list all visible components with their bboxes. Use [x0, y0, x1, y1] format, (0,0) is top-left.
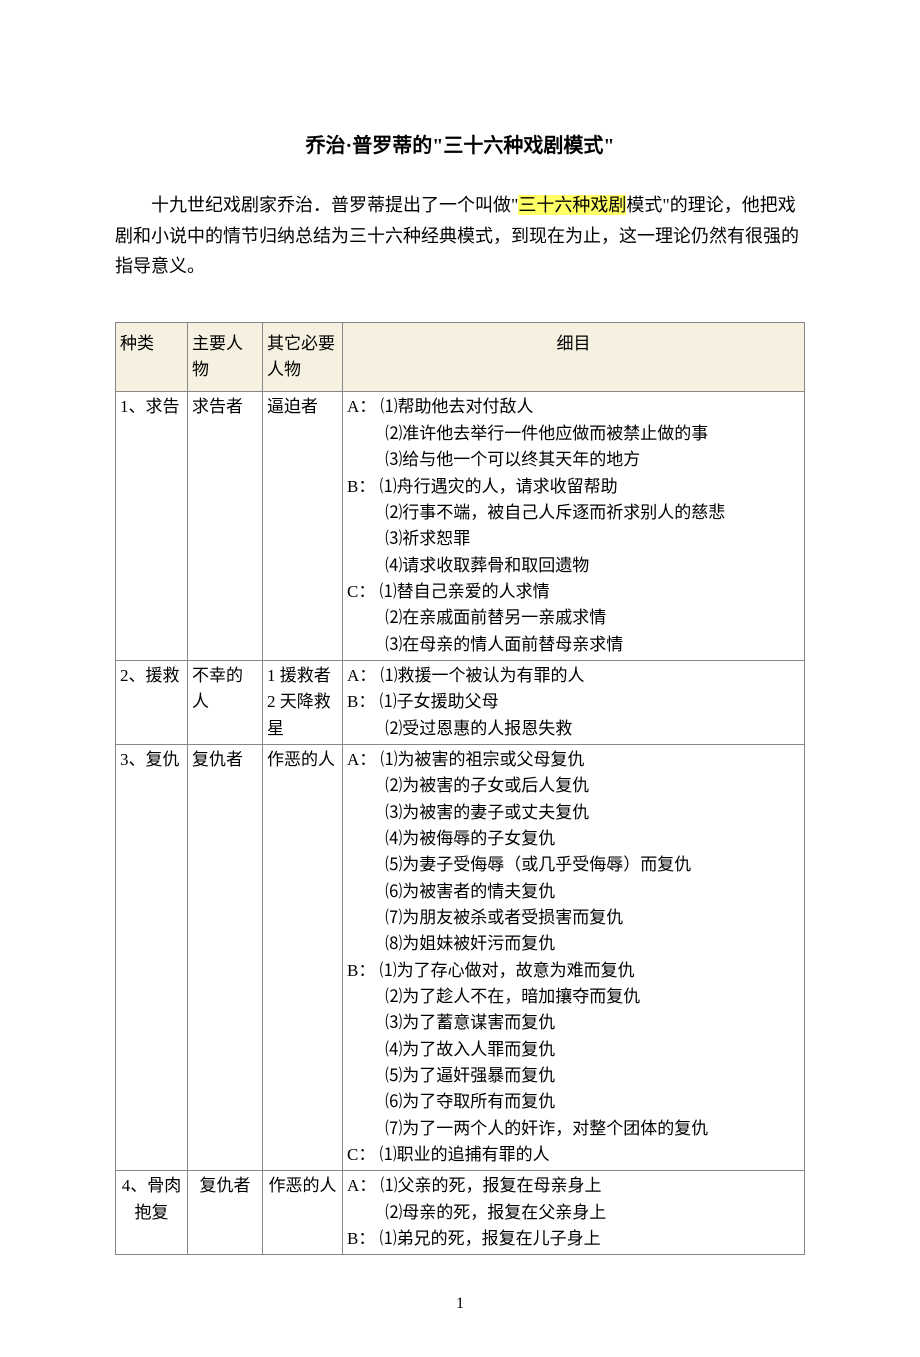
- table-row: 4、骨肉抱复复仇者作恶的人A： ⑴父亲的死，报复在母亲身上 ⑵母亲的死，报复在父…: [116, 1171, 805, 1255]
- cell-other-char: 作恶的人: [263, 1171, 343, 1255]
- cell-other-char: 1 援救者 2 天降救星: [263, 660, 343, 744]
- cell-main-char: 复仇者: [188, 744, 263, 1171]
- cell-other-char: 逼迫者: [263, 392, 343, 660]
- header-other-char: 其它必要人物: [263, 322, 343, 392]
- header-type: 种类: [116, 322, 188, 392]
- cell-other-char: 作恶的人: [263, 744, 343, 1171]
- drama-table: 种类 主要人物 其它必要人物 细目 1、求告求告者逼迫者A： ⑴帮助他去对付敌人…: [115, 322, 805, 1256]
- cell-main-char: 复仇者: [188, 1171, 263, 1255]
- cell-main-char: 不幸的人: [188, 660, 263, 744]
- header-main-char: 主要人物: [188, 322, 263, 392]
- intro-text-before: 十九世纪戏剧家乔治．普罗蒂提出了一个叫做": [151, 195, 518, 215]
- cell-type: 1、求告: [116, 392, 188, 660]
- table-row: 1、求告求告者逼迫者A： ⑴帮助他去对付敌人 ⑵准许他去举行一件他应做而被禁止做…: [116, 392, 805, 660]
- cell-main-char: 求告者: [188, 392, 263, 660]
- intro-paragraph: 十九世纪戏剧家乔治．普罗蒂提出了一个叫做"三十六种戏剧模式"的理论，他把戏剧和小…: [115, 190, 805, 282]
- table-row: 2、援救不幸的人1 援救者 2 天降救星A： ⑴救援一个被认为有罪的人 B： ⑴…: [116, 660, 805, 744]
- cell-type: 3、复仇: [116, 744, 188, 1171]
- table-body: 1、求告求告者逼迫者A： ⑴帮助他去对付敌人 ⑵准许他去举行一件他应做而被禁止做…: [116, 392, 805, 1255]
- page-title: 乔治·普罗蒂的"三十六种戏剧模式": [115, 130, 805, 162]
- cell-details: A： ⑴为被害的祖宗或父母复仇 ⑵为被害的子女或后人复仇 ⑶为被害的妻子或丈夫复…: [343, 744, 805, 1171]
- cell-type: 2、援救: [116, 660, 188, 744]
- header-detail: 细目: [343, 322, 805, 392]
- table-row: 3、复仇复仇者作恶的人A： ⑴为被害的祖宗或父母复仇 ⑵为被害的子女或后人复仇 …: [116, 744, 805, 1171]
- cell-details: A： ⑴帮助他去对付敌人 ⑵准许他去举行一件他应做而被禁止做的事 ⑶给与他一个可…: [343, 392, 805, 660]
- page-number: 1: [115, 1291, 805, 1317]
- table-header-row: 种类 主要人物 其它必要人物 细目: [116, 322, 805, 392]
- cell-details: A： ⑴救援一个被认为有罪的人 B： ⑴子女援助父母 ⑵受过恩惠的人报恩失救: [343, 660, 805, 744]
- intro-highlight: 三十六种戏剧: [518, 195, 626, 215]
- cell-details: A： ⑴父亲的死，报复在母亲身上 ⑵母亲的死，报复在父亲身上 B： ⑴弟兄的死，…: [343, 1171, 805, 1255]
- cell-type: 4、骨肉抱复: [116, 1171, 188, 1255]
